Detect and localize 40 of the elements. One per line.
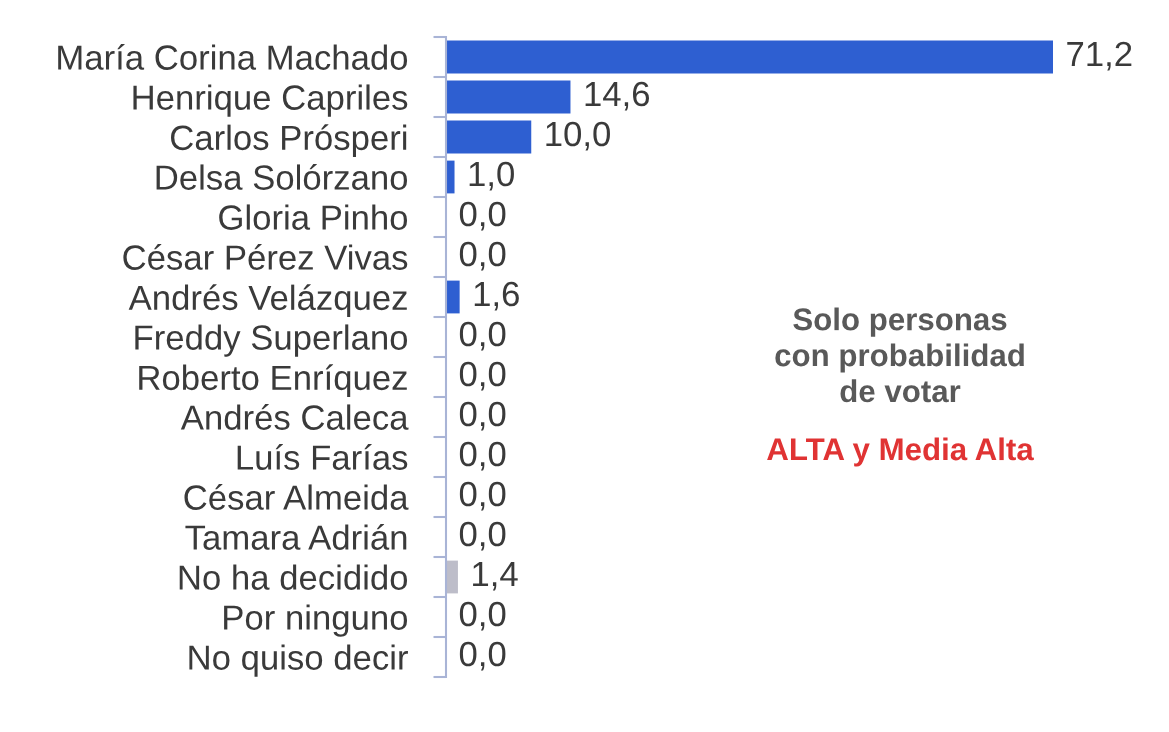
data-label: 0,0: [459, 601, 506, 631]
bar: [446, 160, 455, 194]
data-label: 71,2: [1067, 41, 1132, 71]
y-tick-label: Tamara Adrián: [185, 524, 407, 550]
data-label: 0,0: [459, 361, 506, 391]
bar: [446, 280, 460, 314]
y-tick-label: Roberto Enríquez: [139, 364, 407, 397]
y-tick-label: Andrés Caleca: [180, 404, 409, 430]
data-label: 0,0: [459, 641, 506, 671]
data-label: 0,0: [459, 481, 506, 511]
data-label: 0,0: [459, 201, 506, 231]
bar: [446, 40, 1053, 74]
annotation: ALTA y Media Alta: [767, 437, 1034, 467]
y-tick-label: Gloria Pinho: [219, 204, 408, 230]
data-label: 1,6: [474, 281, 519, 311]
y-tick-label: César Almeida: [184, 484, 409, 510]
data-label: 0,0: [459, 441, 506, 471]
y-tick-label: Henrique Capriles: [133, 84, 408, 117]
y-tick-label: No ha decidido: [179, 564, 408, 590]
data-label: 0,0: [459, 241, 506, 271]
y-tick-label: César Pérez Vivas: [123, 244, 408, 270]
y-tick-label: Freddy Superlano: [135, 324, 408, 357]
data-label: 1,4: [473, 562, 518, 591]
data-label: 0,0: [459, 401, 506, 431]
bar: [446, 560, 458, 594]
bar: [446, 80, 571, 114]
annotation: Solo personas con probabilidad de votar: [775, 307, 1024, 403]
y-tick-label: Por ninguno: [224, 604, 408, 637]
y-tick-label: María Corina Machado: [58, 44, 408, 70]
y-tick-label: No quiso decir: [189, 644, 408, 677]
y-tick-label: Carlos Prósperi: [171, 124, 407, 157]
data-label: 0,0: [459, 521, 506, 551]
y-tick-label: Delsa Solórzano: [156, 164, 408, 190]
y-tick-label: Andrés Velázquez: [128, 284, 407, 317]
data-label: 0,0: [459, 321, 506, 351]
y-tick-label: Luís Farías: [237, 444, 408, 470]
bar: [446, 120, 532, 154]
data-label: 1,0: [469, 161, 514, 191]
data-label: 14,6: [585, 81, 650, 111]
data-label: 10,0: [546, 121, 610, 151]
